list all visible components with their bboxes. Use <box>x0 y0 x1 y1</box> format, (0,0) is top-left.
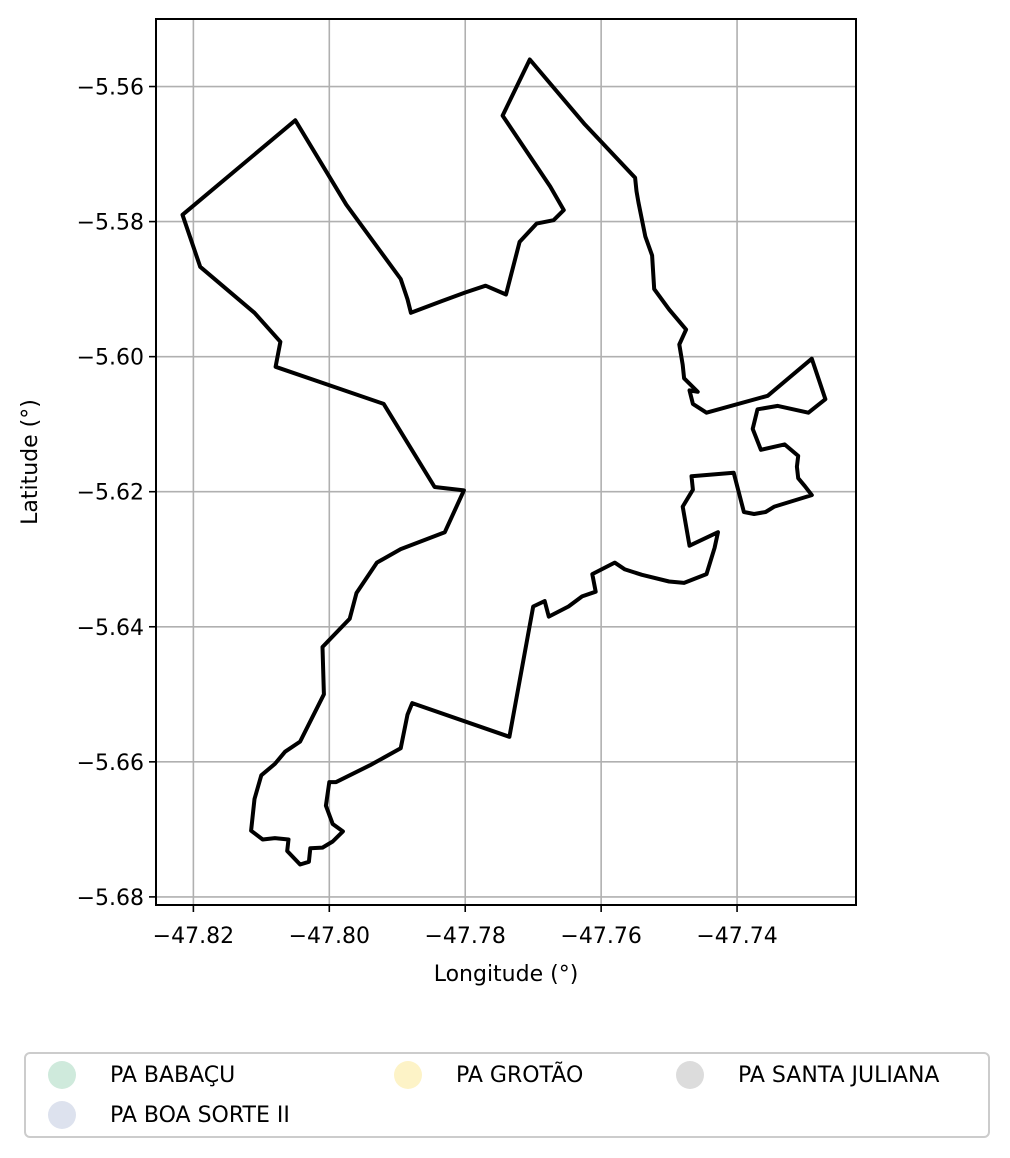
legend-marker-icon <box>394 1061 422 1089</box>
legend-item-grotao: PA GROTÃO <box>394 1060 583 1090</box>
legend-marker-icon <box>48 1061 76 1089</box>
legend-label: PA BABAÇU <box>110 1062 236 1088</box>
y-tick-label: −5.60 <box>77 346 144 371</box>
y-axis-label: Latitude (°) <box>18 399 43 525</box>
x-tick-label: −47.82 <box>153 924 234 949</box>
x-tick-label: −47.78 <box>425 924 506 949</box>
axis-ticks: −47.82 −47.80 −47.78 −47.76 −47.74 −5.56 −5.58… <box>77 76 778 949</box>
x-axis-label: Longitude (°) <box>434 962 579 987</box>
y-tick-label: −5.66 <box>77 751 144 776</box>
settlement-boundary <box>180 57 828 867</box>
legend-label: PA GROTÃO <box>456 1062 584 1088</box>
boundary-layer <box>180 57 828 867</box>
legend: PA BABAÇU PA BOA SORTE II PA GROTÃO PA S… <box>24 1052 990 1138</box>
y-tick-label: −5.56 <box>77 76 144 101</box>
x-tick-label: −47.76 <box>560 924 641 949</box>
legend-label: PA BOA SORTE II <box>110 1102 290 1128</box>
legend-item-santa-juliana: PA SANTA JULIANA <box>676 1060 939 1090</box>
legend-item-babacu: PA BABAÇU <box>48 1060 235 1090</box>
x-tick-label: −47.74 <box>696 924 777 949</box>
y-tick-label: −5.62 <box>77 481 144 506</box>
y-tick-label: −5.68 <box>77 886 144 911</box>
legend-marker-icon <box>676 1061 704 1089</box>
y-tick-label: −5.58 <box>77 211 144 236</box>
plot-area-frame <box>155 18 857 906</box>
grid-lines <box>156 19 856 905</box>
legend-marker-icon <box>48 1101 76 1129</box>
legend-item-boa-sorte-ii: PA BOA SORTE II <box>48 1100 290 1130</box>
legend-label: PA SANTA JULIANA <box>738 1062 940 1088</box>
map-figure: −47.82 −47.80 −47.78 −47.76 −47.74 −5.56 −5.58… <box>18 18 857 987</box>
x-tick-label: −47.80 <box>289 924 370 949</box>
y-tick-label: −5.64 <box>77 616 144 641</box>
